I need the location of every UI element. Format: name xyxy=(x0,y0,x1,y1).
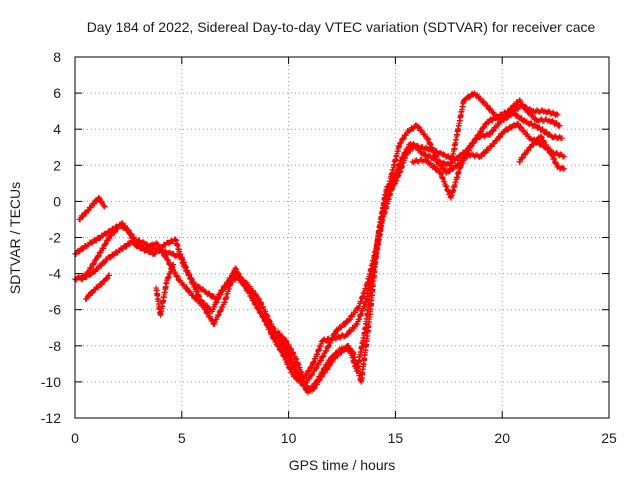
series-markers xyxy=(275,180,399,396)
series-track-1 xyxy=(76,194,108,223)
x-tick-label: 15 xyxy=(388,430,404,446)
x-tick-label: 25 xyxy=(601,430,617,446)
y-tick-label: -8 xyxy=(49,338,62,354)
y-tick-label: -6 xyxy=(49,302,62,318)
y-tick-label: -12 xyxy=(41,410,61,426)
y-tick-label: -2 xyxy=(49,230,62,246)
axis-ticks: 0 5 10 15 20 25 -12 -10 -8 -6 -4 -2 0 2 4 6 8 xyxy=(41,49,617,446)
y-tick-label: -4 xyxy=(49,266,62,282)
y-tick-label: 0 xyxy=(53,193,61,209)
x-axis-label: GPS time / hours xyxy=(289,457,396,473)
series-track-5 xyxy=(82,272,112,302)
x-tick-label: 20 xyxy=(494,430,510,446)
y-tick-label: 6 xyxy=(53,85,61,101)
y-tick-label: 2 xyxy=(53,157,61,173)
x-tick-label: 0 xyxy=(71,430,79,446)
y-tick-label: 8 xyxy=(53,49,61,65)
series-track-7 xyxy=(275,180,399,396)
series-markers xyxy=(516,133,567,172)
x-tick-label: 5 xyxy=(178,430,186,446)
series-markers xyxy=(409,97,563,201)
series-markers xyxy=(76,194,108,223)
series-track-9 xyxy=(516,133,567,172)
x-tick-label: 10 xyxy=(281,430,297,446)
series-track-6 xyxy=(153,261,177,318)
y-tick-label: -10 xyxy=(41,374,61,390)
chart-title: Day 184 of 2022, Sidereal Day-to-day VTE… xyxy=(87,19,596,35)
series-markers xyxy=(82,272,112,302)
series-track-8 xyxy=(409,97,563,201)
data-series xyxy=(72,90,567,396)
grid-lines xyxy=(75,57,609,418)
y-tick-label: 4 xyxy=(53,121,61,137)
y-axis-label: SDTVAR / TECUs xyxy=(7,182,23,294)
series-markers xyxy=(153,261,177,318)
